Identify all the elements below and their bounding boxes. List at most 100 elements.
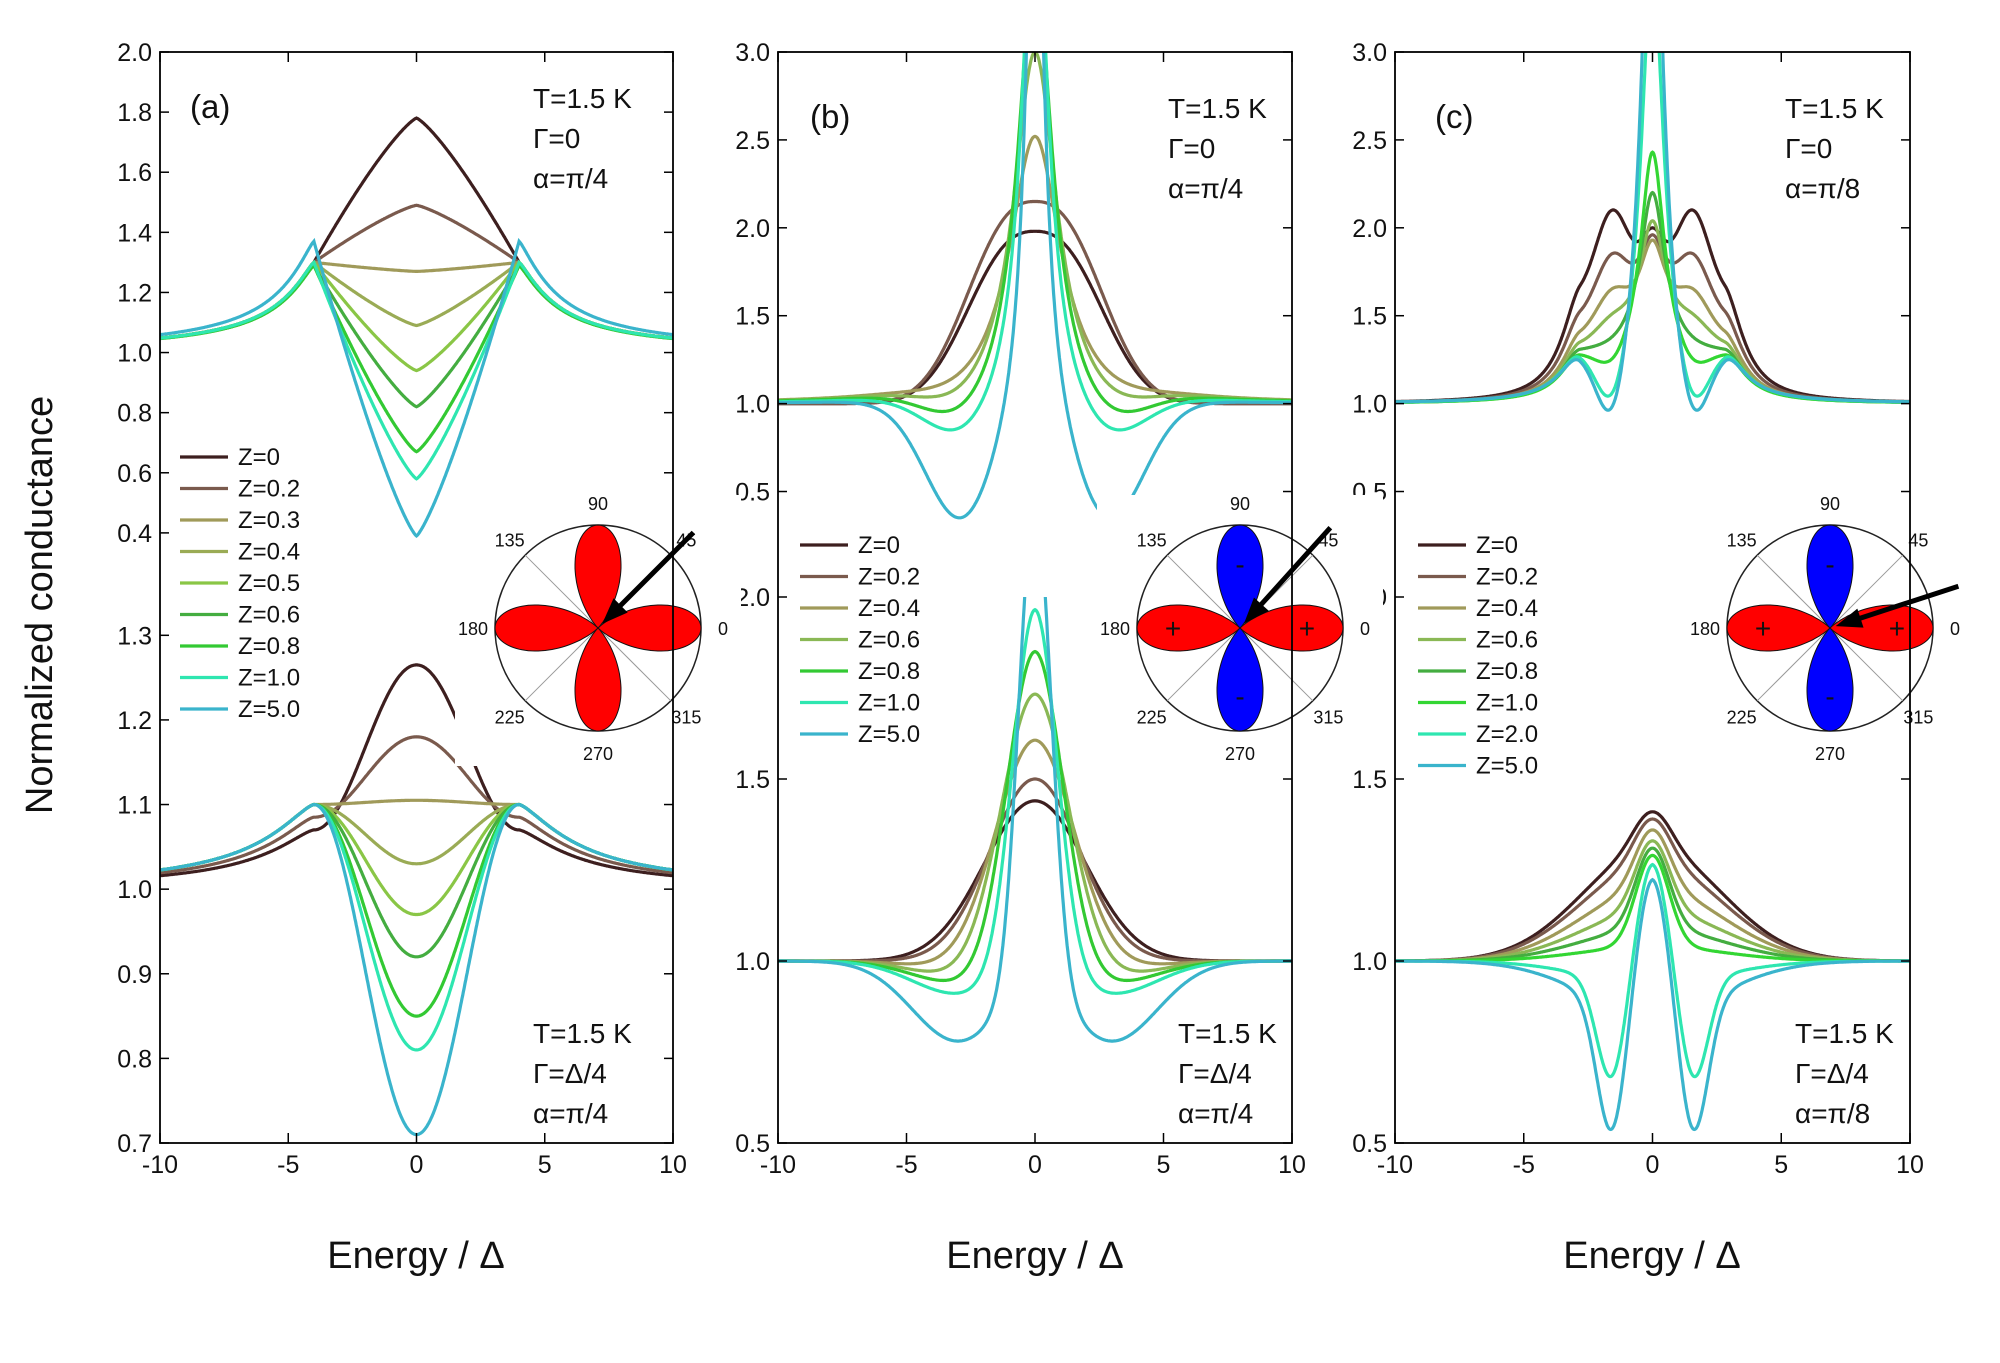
- polar-lobe: [597, 604, 702, 652]
- y-tick-label-a-bot: 0.9: [117, 961, 152, 989]
- series-line-c-bot-7: [1395, 877, 1910, 1132]
- annotation-b-top-gamma: Γ=0: [1168, 133, 1215, 164]
- legend-label: Z=0: [1476, 532, 1518, 559]
- polar-lobe-positive: [1136, 604, 1241, 652]
- polar-angle-label: 225: [495, 707, 525, 727]
- y-tick-label-c-top: 2.5: [1352, 127, 1387, 155]
- x-tick-label: 0: [1028, 1151, 1042, 1179]
- polar-sign: -: [1235, 549, 1244, 580]
- polar-arrow-head: [602, 598, 628, 624]
- polar-lobe: [574, 627, 622, 732]
- y-tick-label-b-top: 2.0: [735, 215, 770, 243]
- y-tick-label-c-bot: 0.5: [1352, 1130, 1387, 1158]
- legend-label: Z=0.5: [238, 570, 300, 597]
- y-tick-label-c-top: 1.5: [1352, 303, 1387, 331]
- y-tick-label-c-top: 2.0: [1352, 215, 1387, 243]
- legend-label: Z=0.2: [858, 564, 920, 591]
- panel-label-c: (c): [1435, 98, 1473, 135]
- panel-label-b: (b): [810, 98, 850, 135]
- polar-angle-label: 90: [1230, 494, 1250, 514]
- legend-label: Z=0.2: [238, 476, 300, 503]
- y-tick-label-b-top: 3.0: [735, 39, 770, 67]
- series-line-c-bot-5: [1395, 853, 1910, 963]
- legend-label: Z=0.8: [1476, 658, 1538, 685]
- legend-a: Z=0 Z=0.2 Z=0.3 Z=0.4 Z=0.5 Z=0.6 Z=0.8 Z=1.0 Z=…: [180, 444, 300, 723]
- series-line-b-bot-5: [778, 607, 1292, 995]
- x-tick-label: -5: [895, 1151, 917, 1179]
- legend-label: Z=5.0: [1476, 753, 1538, 780]
- y-tick-label-a-top: 0.8: [117, 400, 152, 428]
- legend-label: Z=1.0: [1476, 690, 1538, 717]
- series-line-c-top-4: [1395, 190, 1910, 404]
- annotation-c-top-gamma: Γ=0: [1785, 133, 1832, 164]
- series-line-b-bot-1: [778, 777, 1292, 963]
- polar-angle-label: 270: [1815, 744, 1845, 764]
- series-line-b-bot-6: [778, 597, 1292, 1043]
- x-tick-label: -10: [1377, 1151, 1413, 1179]
- polar-lobe-negative: [1806, 627, 1854, 732]
- y-tick-label-a-top: 1.4: [117, 219, 152, 247]
- y-tick-label-a-top: 1.6: [117, 159, 152, 187]
- legend-label: Z=0.4: [1476, 595, 1538, 622]
- y-tick-label-a-top: 1.8: [117, 99, 152, 127]
- series-line-b-top-5: [778, 52, 1292, 432]
- y-axis-label: Normalized conductance: [19, 396, 61, 814]
- polar-arrow: [1254, 526, 1333, 612]
- polar-angle-label: 45: [1908, 531, 1928, 551]
- x-tick-label: 0: [1646, 1151, 1660, 1179]
- series-line-b-bot-0: [778, 799, 1292, 963]
- series-line-b-top-4: [778, 52, 1292, 414]
- legend-label: Z=0.6: [1476, 627, 1538, 654]
- legend-label: Z=2.0: [1476, 721, 1538, 748]
- series-line-a-bot-4: [160, 802, 673, 917]
- polar-angle-label: 90: [588, 494, 608, 514]
- polar-lobe-negative: [1216, 627, 1264, 732]
- legend-label: Z=1.0: [238, 665, 300, 692]
- polar-arrow: [1852, 583, 1960, 623]
- legend-label: Z=5.0: [238, 696, 300, 723]
- polar-angle-label: 270: [583, 744, 613, 764]
- polar-angle-label: 0: [1360, 619, 1370, 639]
- y-tick-label-b-bot: 2.0: [735, 584, 770, 612]
- series-line-c-top-2: [1395, 238, 1910, 404]
- panel-label-a: (a): [190, 88, 230, 125]
- y-tick-label-a-top: 1.2: [117, 279, 152, 307]
- panel-frame: -10 -5 0 5 10: [142, 51, 687, 1179]
- annotation-a-bot-alpha: α=π/4: [533, 1098, 608, 1129]
- series-line-a-bot-7: [160, 802, 673, 1052]
- x-tick-label: -10: [760, 1151, 796, 1179]
- y-tick-label-b-bot: 0.5: [735, 1130, 770, 1158]
- y-tick-label-a-top: 0.6: [117, 460, 152, 488]
- polar-angle-label: 315: [671, 707, 701, 727]
- x-tick-label: -5: [1513, 1151, 1535, 1179]
- series-line-a-bot-5: [160, 802, 673, 959]
- series-line-a-top-7: [160, 259, 673, 481]
- series-line-a-top-5: [160, 262, 673, 409]
- y-tick-label-c-top: 1.0: [1352, 391, 1387, 419]
- polar-sign: -: [1825, 681, 1834, 712]
- y-tick-label-a-bot: 1.2: [117, 707, 152, 735]
- annotation-c-top-alpha: α=π/8: [1785, 173, 1860, 204]
- legend-label: Z=0: [858, 532, 900, 559]
- y-tick-label-a-bot: 0.7: [117, 1130, 152, 1158]
- polar-sign: +: [1299, 613, 1315, 644]
- y-tick-label-a-top: 0.4: [117, 520, 152, 548]
- series-line-c-bot-0: [1395, 810, 1910, 963]
- polar-sign: -: [1235, 681, 1244, 712]
- y-tick-label-a-bot: 1.1: [117, 792, 152, 820]
- y-tick-label-b-bot: 1.0: [735, 948, 770, 976]
- x-tick-label: 10: [1896, 1151, 1924, 1179]
- annotation-c-bot-gamma: Γ=Δ/4: [1795, 1058, 1869, 1089]
- annotation-b-top-alpha: α=π/4: [1168, 173, 1243, 204]
- plot-c-top: 0.51.01.52.02.53.0: [1352, 39, 1910, 507]
- y-tick-label-b-top: 2.5: [735, 127, 770, 155]
- chart-marks: 0.4 0.6 0.8 1.0 1.2 1.4 1.6 1.8 2.0 0.7 0.8 0.9 1.0 1…: [117, 39, 1973, 1179]
- legend-c: Z=0 Z=0.2 Z=0.4 Z=0.6 Z=0.8 Z=1.0 Z=2.0 Z=5.0: [1418, 532, 1538, 780]
- x-tick-label: 5: [1774, 1151, 1788, 1179]
- polar-sign: -: [1825, 549, 1834, 580]
- legend-label: Z=0.8: [238, 633, 300, 660]
- polar-angle-label: 135: [1137, 531, 1167, 551]
- panel-frame: -10 -5 0 5 10: [760, 51, 1306, 1179]
